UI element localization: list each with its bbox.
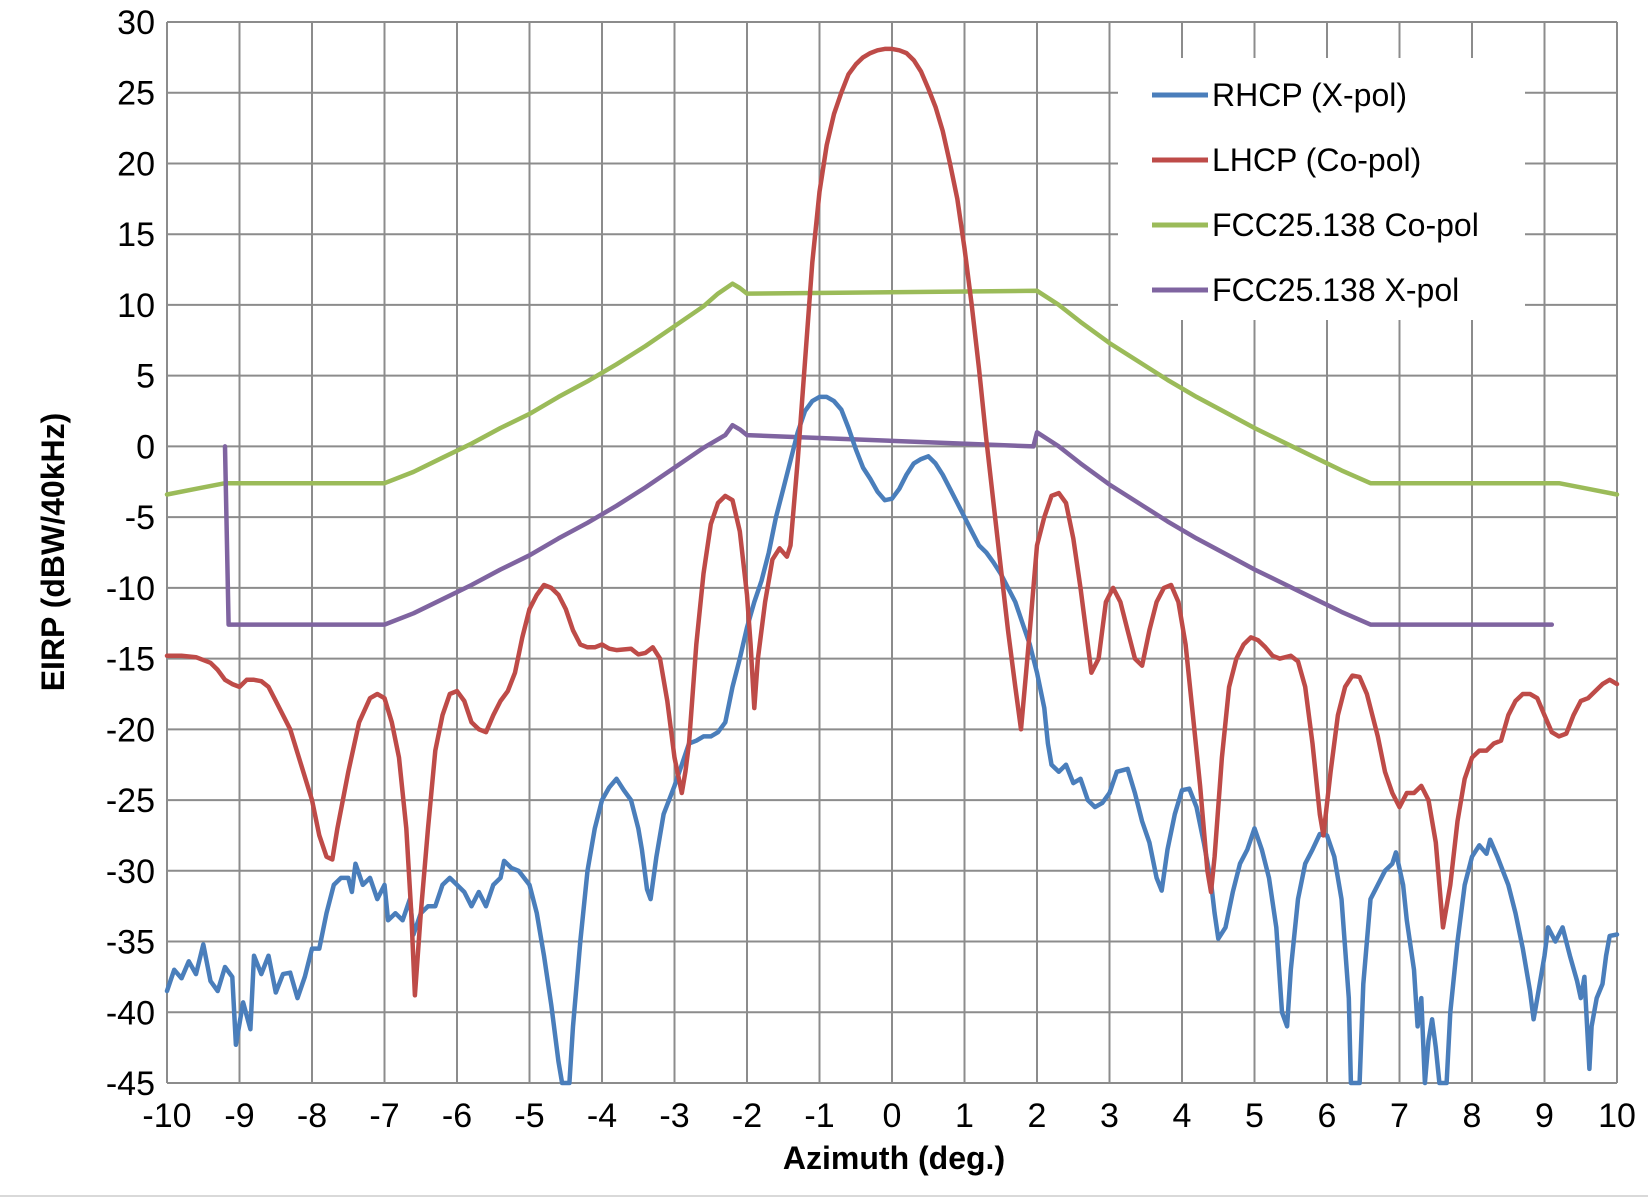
x-axis-title: Azimuth (deg.) [783, 1140, 1005, 1176]
y-tick-label: 5 [136, 358, 155, 396]
x-tick-label: 9 [1535, 1097, 1554, 1135]
x-tick-label: -6 [442, 1097, 472, 1135]
x-tick-label: 3 [1100, 1097, 1119, 1135]
y-tick-label: -15 [106, 641, 155, 679]
y-tick-label: 30 [117, 4, 155, 42]
x-tick-label: -7 [369, 1097, 399, 1135]
y-tick-label: -20 [106, 711, 155, 749]
x-tick-label: 5 [1245, 1097, 1264, 1135]
legend-background [1118, 58, 1525, 320]
series-lhcp-line [164, 46, 1620, 998]
y-tick-label: 20 [117, 145, 155, 183]
x-tick-label: -10 [142, 1097, 191, 1135]
x-tick-label: -2 [732, 1097, 762, 1135]
x-tick-label: 7 [1390, 1097, 1409, 1135]
x-tick-label: 2 [1028, 1097, 1047, 1135]
y-tick-label: -40 [106, 994, 155, 1032]
y-tick-label: 10 [117, 287, 155, 325]
y-axis-title: EIRP (dBW/40kHz) [35, 413, 71, 692]
plot-series [164, 46, 1620, 1086]
x-tick-label: 4 [1173, 1097, 1192, 1135]
legend-label-rhcp: RHCP (X-pol) [1212, 77, 1407, 113]
y-tick-label: 25 [117, 75, 155, 113]
x-tick-label: -3 [659, 1097, 689, 1135]
y-tick-label: -35 [106, 924, 155, 962]
x-tick-label: 0 [883, 1097, 902, 1135]
y-tick-label: -5 [125, 499, 155, 537]
y-tick-label: -30 [106, 853, 155, 891]
x-tick-label: -9 [224, 1097, 254, 1135]
legend-label-fcc-copol: FCC25.138 Co-pol [1212, 207, 1479, 243]
x-tick-label: -1 [804, 1097, 834, 1135]
x-tick-label: 6 [1318, 1097, 1337, 1135]
x-tick-label: 1 [955, 1097, 974, 1135]
series-fcc-copol-line [164, 281, 1620, 497]
x-tick-label: 8 [1463, 1097, 1482, 1135]
y-tick-label: 0 [136, 428, 155, 466]
x-tick-label: -5 [514, 1097, 544, 1135]
legend: RHCP (X-pol) LHCP (Co-pol) FCC25.138 Co-… [1118, 58, 1525, 320]
tick-labels: -10 -9 -8 -7 -6 -5 -4 -3 -2 -1 0 1 2 3 4 5 6 7 8 9 103025201… [106, 4, 1636, 1135]
y-tick-label: -10 [106, 570, 155, 608]
x-tick-label: -4 [587, 1097, 617, 1135]
y-tick-label: -25 [106, 782, 155, 820]
legend-label-fcc-xpol: FCC25.138 X-pol [1212, 272, 1459, 308]
x-tick-label: 10 [1598, 1097, 1636, 1135]
legend-label-lhcp: LHCP (Co-pol) [1212, 142, 1421, 178]
y-tick-label: -45 [106, 1065, 155, 1103]
series-fcc-xpol-line [222, 422, 1555, 627]
y-tick-label: 15 [117, 216, 155, 254]
x-tick-label: -8 [297, 1097, 327, 1135]
